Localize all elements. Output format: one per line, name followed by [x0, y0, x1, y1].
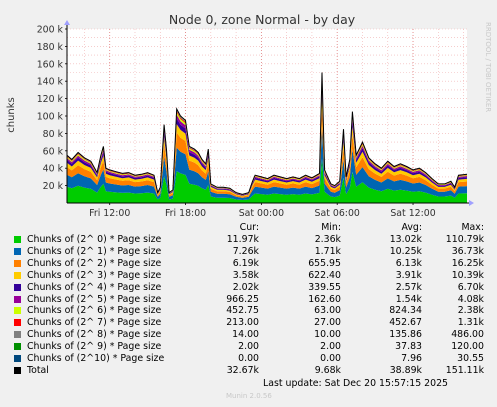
x-tick-label: Sat 00:00 — [239, 208, 284, 219]
series-area-1 — [67, 126, 467, 200]
watermark: RRDTOOL / TOBI OETIKER — [484, 22, 492, 112]
y-tick-label: 40 k — [43, 164, 64, 175]
chart-title: Node 0, zone Normal - by day — [169, 12, 356, 27]
axes: 20 k 40 k 60 k 80 k 100 k 120 k 140 k 160 k 180 … — [37, 20, 474, 219]
stacked-areas — [67, 73, 467, 203]
series-area-2 — [67, 105, 467, 198]
y-tick-label: 180 k — [37, 42, 64, 53]
x-axis-arrow — [469, 200, 474, 206]
y-tick-label: 140 k — [37, 77, 64, 88]
y-tick-label: 60 k — [43, 146, 64, 157]
y-axis-arrow — [64, 20, 70, 25]
y-tick-label: 200 k — [37, 25, 64, 36]
total-line-group — [66, 72, 468, 195]
y-tick-label: 120 k — [37, 94, 64, 105]
x-tick-label: Fri 12:00 — [89, 208, 130, 219]
x-tick-label: Sat 06:00 — [315, 208, 360, 219]
series-area-0 — [67, 158, 467, 203]
y-tick-label: 80 k — [43, 129, 64, 140]
total-line — [66, 72, 468, 195]
x-tick-label: Fri 18:00 — [165, 208, 206, 219]
y-tick-label: 20 k — [43, 181, 64, 192]
y-tick-label: 160 k — [37, 59, 64, 70]
y-axis-label: chunks — [6, 97, 17, 133]
x-tick-label: Sat 12:00 — [390, 208, 435, 219]
y-tick-label: 100 k — [37, 112, 64, 123]
